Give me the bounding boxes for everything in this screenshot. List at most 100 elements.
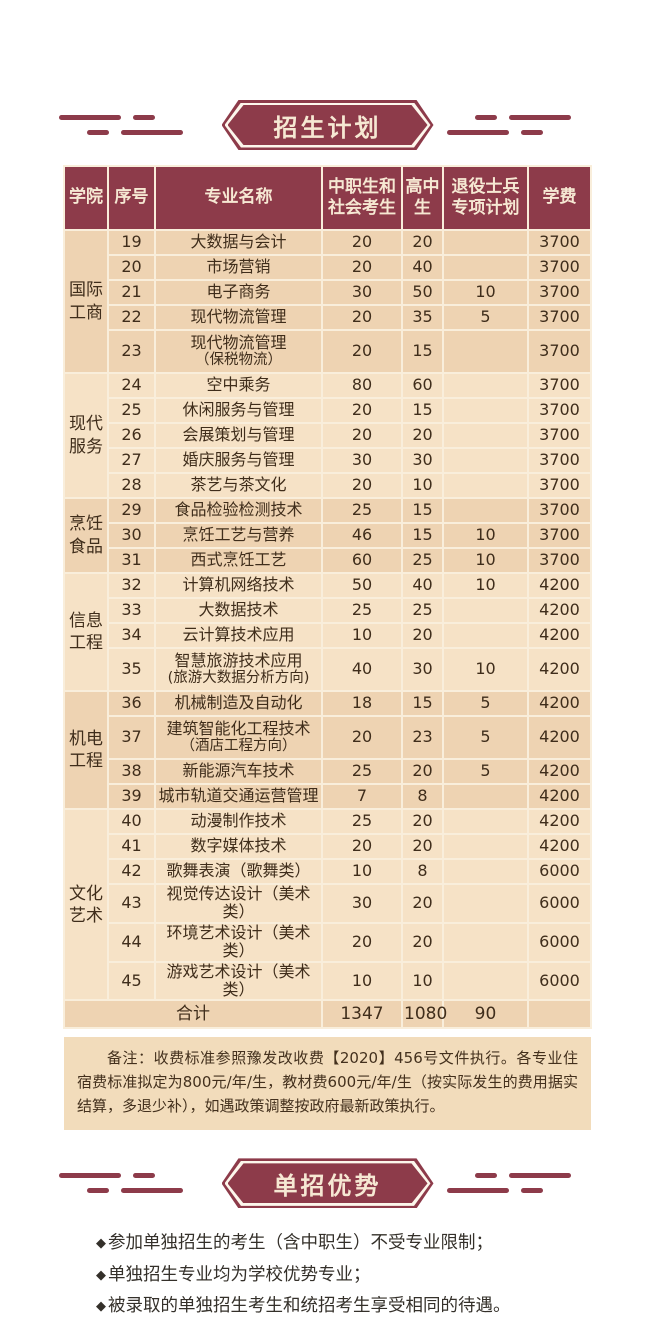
row-no: 26 — [107, 422, 156, 449]
table-row: 37 建筑智能化工程技术 （酒店工程方向） 20 23 5 4200 — [64, 715, 592, 760]
veteran-plan-cell — [442, 254, 529, 281]
vocational-social-cell: 20 — [321, 472, 403, 499]
table-row: 国际工商 19 大数据与会计 20 20 3700 — [63, 229, 592, 374]
row-no: 34 — [107, 622, 156, 649]
high-school-cell: 50 — [401, 279, 444, 306]
major-cell: 游戏艺术设计（美术类） — [154, 960, 323, 1002]
row-no: 22 — [107, 304, 156, 331]
major-cell: 云计算技术应用 — [154, 622, 323, 649]
advantage-bullet: ◆ 被录取的单独招生考生和统招考生享受相同的待遇。 — [96, 1291, 596, 1323]
row-no: 43 — [107, 883, 156, 924]
tuition-cell: 3700 — [527, 447, 592, 474]
major-cell: 视觉传达设计（美术类） — [154, 883, 323, 924]
veteran-plan-cell — [442, 447, 529, 474]
table-row: 21 电子商务 30 50 10 3700 — [64, 279, 592, 306]
major-cell: 环境艺术设计（美术类） — [154, 921, 323, 963]
decorative-dashes-right — [446, 115, 597, 135]
row-no: 19 — [107, 229, 156, 256]
vocational-social-cell: 25 — [321, 497, 403, 524]
vocational-social-cell: 25 — [321, 758, 403, 785]
enrollment-plan-title: 招生计划 — [0, 0, 655, 150]
table-row: 45 游戏艺术设计（美术类） 10 10 6000 — [64, 960, 592, 1002]
vocational-social-cell: 18 — [321, 690, 403, 717]
tuition-cell: 6000 — [527, 921, 592, 963]
high-school-cell: 10 — [401, 472, 444, 499]
tuition-cell: 3700 — [527, 497, 592, 524]
veteran-plan-cell — [442, 622, 529, 649]
diamond-bullet-icon: ◆ — [96, 1299, 106, 1315]
major-cell: 动漫制作技术 — [154, 808, 323, 835]
major-cell: 婚庆服务与管理 — [154, 447, 323, 474]
high-school-cell: 20 — [401, 808, 444, 835]
veteran-plan-cell — [442, 229, 529, 256]
veteran-plan-cell: 10 — [442, 547, 529, 574]
total-vocational-social: 1347 — [321, 999, 403, 1030]
table-row: 35 智慧旅游技术应用 (旅游大数据分析方向) 40 30 10 4200 — [64, 647, 592, 692]
row-no: 20 — [107, 254, 156, 281]
veteran-plan-cell — [442, 921, 529, 963]
major-cell: 空中乘务 — [154, 372, 323, 399]
veteran-plan-cell — [442, 883, 529, 924]
tuition-cell: 3700 — [527, 304, 592, 331]
row-no: 28 — [107, 472, 156, 499]
veteran-plan-cell — [442, 422, 529, 449]
major-cell: 智慧旅游技术应用 (旅游大数据分析方向) — [154, 647, 323, 692]
veteran-plan-cell: 5 — [442, 304, 529, 331]
column-header: 学费 — [527, 165, 592, 231]
high-school-cell: 60 — [401, 372, 444, 399]
high-school-cell: 20 — [401, 921, 444, 963]
vocational-social-cell: 50 — [321, 572, 403, 599]
table-row: 39 城市轨道交通运营管理 7 8 4200 — [64, 783, 592, 810]
table-row: 烹饪食品 29 食品检验检测技术 25 15 3700 — [63, 497, 592, 574]
major-cell: 城市轨道交通运营管理 — [154, 783, 323, 810]
high-school-cell: 20 — [401, 622, 444, 649]
diamond-bullet-icon: ◆ — [96, 1236, 106, 1252]
major-subline: (旅游大数据分析方向) — [167, 670, 310, 687]
column-header: 序号 — [107, 165, 156, 231]
table-row: 44 环境艺术设计（美术类） 20 20 6000 — [64, 921, 592, 963]
tuition-cell: 3700 — [527, 329, 592, 374]
column-header: 学院 — [63, 165, 109, 231]
vocational-social-cell: 80 — [321, 372, 403, 399]
row-no: 37 — [107, 715, 156, 760]
tuition-cell: 6000 — [527, 883, 592, 924]
table-row: 文化艺术 40 动漫制作技术 25 20 4200 — [63, 807, 592, 1002]
veteran-plan-cell — [442, 497, 529, 524]
column-header: 高中生 — [401, 165, 444, 231]
high-school-cell: 40 — [401, 572, 444, 599]
advantage-bullet: ◆ 参加单独招生的考生（含中职生）不受专业限制； — [96, 1228, 596, 1260]
high-school-cell: 20 — [401, 758, 444, 785]
veteran-plan-cell — [442, 472, 529, 499]
row-no: 36 — [107, 690, 156, 717]
tuition-cell: 3700 — [527, 472, 592, 499]
vocational-social-cell: 20 — [321, 397, 403, 424]
vocational-social-cell: 7 — [321, 783, 403, 810]
college-cell: 信息工程 — [63, 572, 109, 692]
vocational-social-cell: 10 — [321, 622, 403, 649]
tuition-cell: 3700 — [527, 522, 592, 549]
college-cell: 国际工商 — [63, 229, 109, 374]
vocational-social-cell: 20 — [321, 715, 403, 760]
title-badge: 单招优势 — [221, 1158, 434, 1209]
vocational-social-cell: 25 — [321, 597, 403, 624]
vocational-social-cell: 20 — [321, 254, 403, 281]
table-row: 现代服务 24 空中乘务 80 60 3700 — [63, 372, 592, 499]
major-cell: 西式烹饪工艺 — [154, 547, 323, 574]
high-school-cell: 23 — [401, 715, 444, 760]
vocational-social-cell: 40 — [321, 647, 403, 692]
single-enrollment-advantage-title: 单招优势 — [0, 1158, 655, 1209]
major-cell: 会展策划与管理 — [154, 422, 323, 449]
table-row: 机电工程 36 机械制造及自动化 18 15 5 4200 — [63, 690, 592, 810]
section-title-text: 招生计划 — [273, 113, 382, 142]
row-no: 29 — [107, 497, 156, 524]
table-row: 27 婚庆服务与管理 30 30 3700 — [64, 447, 592, 474]
bullet-text: 被录取的单独招生考生和统招考生享受相同的待遇。 — [108, 1296, 511, 1317]
high-school-cell: 10 — [401, 960, 444, 1002]
major-cell: 建筑智能化工程技术 （酒店工程方向） — [154, 715, 323, 760]
row-no: 31 — [107, 547, 156, 574]
college-cell: 文化艺术 — [63, 807, 109, 1002]
high-school-cell: 20 — [401, 229, 444, 256]
high-school-cell: 15 — [401, 497, 444, 524]
vocational-social-cell: 30 — [321, 883, 403, 924]
